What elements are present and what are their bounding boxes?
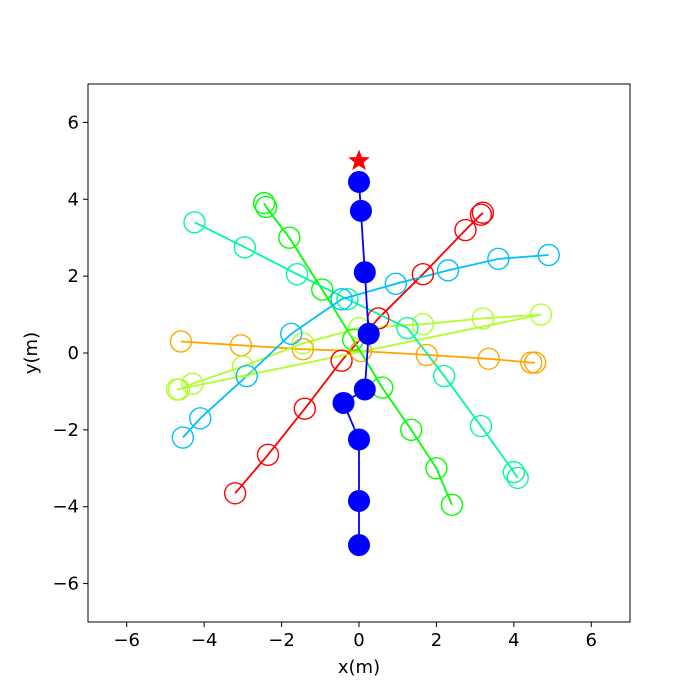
agent-3-path <box>176 313 542 391</box>
x-tick-label: −4 <box>191 630 218 651</box>
y-tick-label: −2 <box>52 420 79 441</box>
agent-6-path <box>182 254 549 439</box>
agent-1-marker <box>330 349 353 372</box>
agent-3-marker <box>411 312 435 336</box>
x-tick-label: 2 <box>431 630 442 651</box>
robot-marker <box>348 428 370 451</box>
robot-marker <box>349 199 372 222</box>
agent-1-marker <box>471 201 495 224</box>
axis-ticks: −6 −4 −2 0 2 4 6 −6 −4 −2 0 2 4 6 <box>52 112 597 651</box>
agent-1-marker <box>454 218 477 242</box>
agent-5-marker <box>336 288 359 311</box>
y-tick-label: 6 <box>68 112 79 133</box>
robot-marker <box>332 391 355 414</box>
agent-1-marker <box>223 482 247 505</box>
agent-3-marker <box>291 332 315 355</box>
robot-marker <box>348 170 370 193</box>
y-tick-label: 2 <box>68 266 79 287</box>
agent-1-marker <box>256 443 280 467</box>
agent-5-marker <box>506 466 529 490</box>
x-tick-label: 0 <box>353 630 364 651</box>
agent-4-marker <box>252 191 276 215</box>
x-tick-label: −2 <box>268 630 295 651</box>
y-tick-label: 0 <box>68 343 79 364</box>
agent-3-marker <box>181 372 204 395</box>
agent-5-marker <box>183 211 206 234</box>
agent-4-marker <box>311 278 334 301</box>
agent-5-marker <box>396 316 419 340</box>
goal-marker-layer <box>348 149 370 171</box>
agent-2-marker <box>477 347 500 370</box>
robot-marker <box>353 261 376 284</box>
robot-marker <box>348 489 370 512</box>
agent-6-marker <box>436 259 460 282</box>
goal-star-marker <box>348 149 370 171</box>
agent-1-marker <box>293 397 316 420</box>
agent-4-marker <box>254 195 278 219</box>
x-tick-label: 6 <box>586 630 597 651</box>
agent-6-marker <box>330 288 353 311</box>
agent-1-marker <box>469 203 493 226</box>
y-tick-label: −4 <box>52 497 79 518</box>
agent-5-marker <box>469 414 493 438</box>
agent-6-marker <box>384 272 407 296</box>
y-tick-label: −6 <box>52 574 79 595</box>
agent-5-path <box>194 221 519 479</box>
agent-4-marker <box>400 418 423 442</box>
x-axis-label: x(m) <box>338 657 380 678</box>
x-tick-label: −6 <box>113 630 140 651</box>
robot-marker <box>353 378 376 401</box>
robot-trajectory <box>332 170 380 557</box>
agent-3-marker <box>529 303 553 326</box>
y-tick-label: 4 <box>68 189 79 210</box>
agent-5-marker <box>233 236 256 259</box>
robot-marker <box>357 322 380 345</box>
agent-4-marker <box>278 226 301 249</box>
agent-6-marker <box>189 407 212 430</box>
agent-6-marker <box>537 243 560 267</box>
agent-5-marker <box>285 263 309 286</box>
agent-3-marker <box>165 378 189 401</box>
agent-6-marker <box>280 322 303 345</box>
agent-4-marker <box>425 457 448 480</box>
agent-6-marker <box>235 364 258 388</box>
y-axis-label: y(m) <box>21 332 42 374</box>
agent-1-marker <box>411 263 435 286</box>
agent-6-marker <box>487 247 510 271</box>
agent-2-marker <box>523 351 547 374</box>
agent-4-path <box>263 202 453 506</box>
agent-5-marker <box>432 364 456 388</box>
agent-2-marker <box>169 330 193 353</box>
agent-3-marker <box>231 355 255 378</box>
x-tick-label: 4 <box>508 630 519 651</box>
agent-2-marker <box>415 343 438 367</box>
agent-6-marker <box>171 426 195 449</box>
agent-5-marker <box>502 460 526 484</box>
agent-2-marker <box>291 337 315 361</box>
agent-3-marker <box>471 307 495 330</box>
robot-marker <box>348 534 370 557</box>
agent-4-marker <box>440 493 464 516</box>
